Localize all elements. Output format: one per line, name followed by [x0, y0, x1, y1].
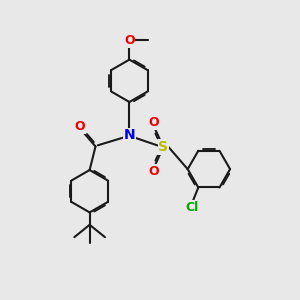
- Text: Cl: Cl: [185, 201, 198, 214]
- Text: O: O: [148, 165, 159, 178]
- Text: O: O: [148, 116, 159, 129]
- Text: O: O: [124, 34, 135, 47]
- Text: N: N: [124, 128, 135, 142]
- Text: O: O: [75, 120, 85, 133]
- Text: S: S: [158, 140, 168, 154]
